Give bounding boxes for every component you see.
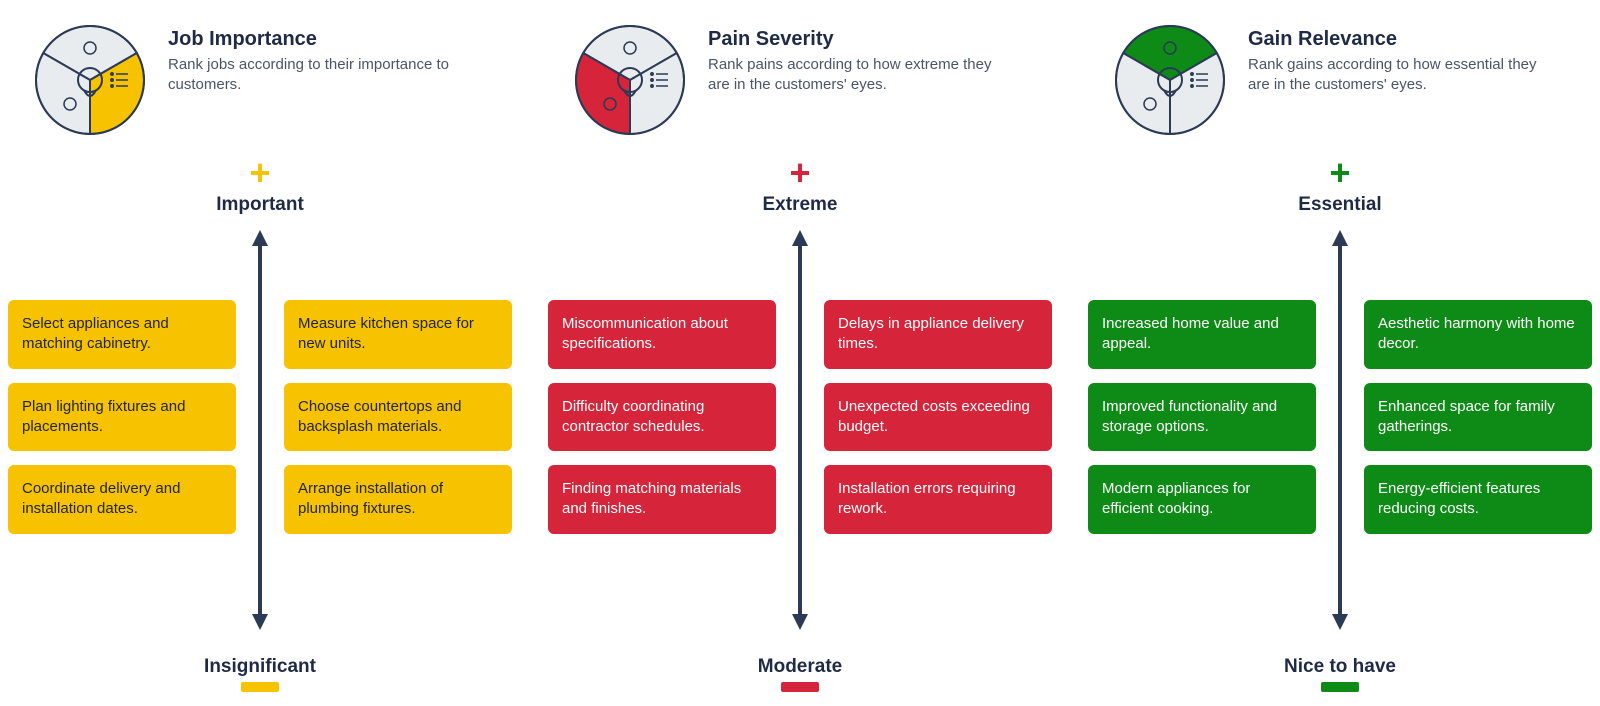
plus-icon: + — [789, 155, 810, 191]
desc-jobs: Rank jobs according to their importance … — [168, 55, 468, 96]
axis-arrow-icon — [1330, 230, 1350, 630]
cards-right-pains: Delays in appliance delivery times. Unexp… — [824, 300, 1052, 534]
card: Modern appliances for efficient cooking. — [1088, 465, 1316, 534]
cards-left-pains: Miscommunication about specifications. Di… — [548, 300, 776, 534]
card: Enhanced space for family gatherings. — [1364, 383, 1592, 452]
minus-icon — [1321, 682, 1359, 692]
bottom-label-gains: Nice to have — [1284, 656, 1396, 678]
card: Unexpected costs exceeding budget. — [824, 383, 1052, 452]
desc-pains: Rank pains according to how extreme they… — [708, 55, 1008, 96]
card: Improved functionality and storage optio… — [1088, 383, 1316, 452]
card: Coordinate delivery and installation dat… — [8, 465, 236, 534]
bottom-label-jobs: Insignificant — [204, 656, 316, 678]
title-pains: Pain Severity — [708, 28, 1008, 51]
cards-right-gains: Aesthetic harmony with home decor. Enhanc… — [1364, 300, 1592, 534]
card: Choose countertops and backsplash materi… — [284, 383, 512, 452]
profile-circle-icon — [570, 20, 690, 145]
card: Plan lighting fixtures and placements. — [8, 383, 236, 452]
bottom-label-pains: Moderate — [758, 656, 842, 678]
top-label-pains: Extreme — [763, 194, 838, 216]
card: Finding matching materials and finishes. — [548, 465, 776, 534]
header-pains: Pain Severity Rank pains according to ho… — [570, 20, 1008, 145]
card: Delays in appliance delivery times. — [824, 300, 1052, 369]
card: Difficulty coordinating contractor sched… — [548, 383, 776, 452]
cards-right-jobs: Measure kitchen space for new units. Choo… — [284, 300, 512, 534]
profile-circle-icon — [1110, 20, 1230, 145]
card: Select appliances and matching cabinetry… — [8, 300, 236, 369]
cards-left-gains: Increased home value and appeal. Improved… — [1088, 300, 1316, 534]
card: Measure kitchen space for new units. — [284, 300, 512, 369]
panel-pains: Pain Severity Rank pains according to ho… — [540, 0, 1060, 706]
minus-icon — [241, 682, 279, 692]
card: Energy-efficient features reducing costs… — [1364, 465, 1592, 534]
cards-left-jobs: Select appliances and matching cabinetry… — [8, 300, 236, 534]
profile-circle-icon — [30, 20, 150, 145]
top-label-gains: Essential — [1298, 194, 1381, 216]
plus-icon: + — [249, 155, 270, 191]
title-gains: Gain Relevance — [1248, 28, 1548, 51]
axis-arrow-icon — [250, 230, 270, 630]
card: Arrange installation of plumbing fixture… — [284, 465, 512, 534]
minus-icon — [781, 682, 819, 692]
panel-gains: Gain Relevance Rank gains according to h… — [1080, 0, 1600, 706]
header-gains: Gain Relevance Rank gains according to h… — [1110, 20, 1548, 145]
desc-gains: Rank gains according to how essential th… — [1248, 55, 1548, 96]
title-jobs: Job Importance — [168, 28, 468, 51]
top-label-jobs: Important — [216, 194, 304, 216]
plus-icon: + — [1329, 155, 1350, 191]
panel-jobs: Job Importance Rank jobs according to th… — [0, 0, 520, 706]
card: Miscommunication about specifications. — [548, 300, 776, 369]
card: Installation errors requiring rework. — [824, 465, 1052, 534]
axis-arrow-icon — [790, 230, 810, 630]
card: Increased home value and appeal. — [1088, 300, 1316, 369]
header-jobs: Job Importance Rank jobs according to th… — [30, 20, 468, 145]
card: Aesthetic harmony with home decor. — [1364, 300, 1592, 369]
